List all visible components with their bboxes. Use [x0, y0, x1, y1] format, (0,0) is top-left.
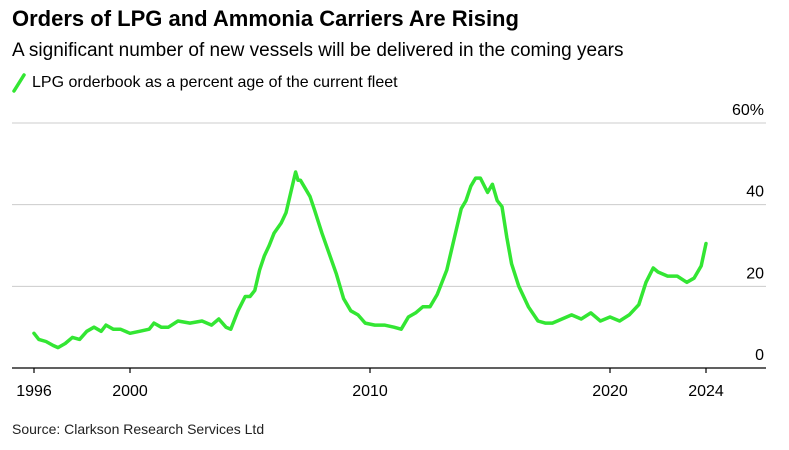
x-tick-label: 2020: [592, 383, 628, 400]
x-tick-label: 2000: [112, 383, 148, 400]
chart-title: Orders of LPG and Ammonia Carriers Are R…: [12, 6, 519, 31]
y-tick-label: 20: [746, 265, 764, 282]
series-layer: [32, 170, 708, 350]
y-axis-ticks: 0 20 40 60%: [732, 102, 764, 364]
gridlines: [12, 122, 766, 287]
y-tick-label: 40: [746, 184, 764, 201]
source-note: Source: Clarkson Research Services Ltd: [12, 421, 265, 437]
legend-label: LPG orderbook as a percent age of the cu…: [32, 74, 398, 91]
x-tick-label: 2024: [688, 383, 724, 400]
x-axis: 1996 2000 2010 2020 2024: [12, 367, 766, 400]
x-tick-label: 1996: [16, 383, 52, 400]
x-tick-label: 2010: [352, 383, 388, 400]
series-line-0: [32, 170, 708, 350]
chart-subtitle: A significant number of new vessels will…: [12, 40, 624, 61]
y-tick-label: 60%: [732, 102, 764, 119]
legend-swatch-icon: [12, 73, 26, 93]
legend: LPG orderbook as a percent age of the cu…: [12, 72, 398, 94]
y-tick-label: 0: [755, 347, 764, 364]
